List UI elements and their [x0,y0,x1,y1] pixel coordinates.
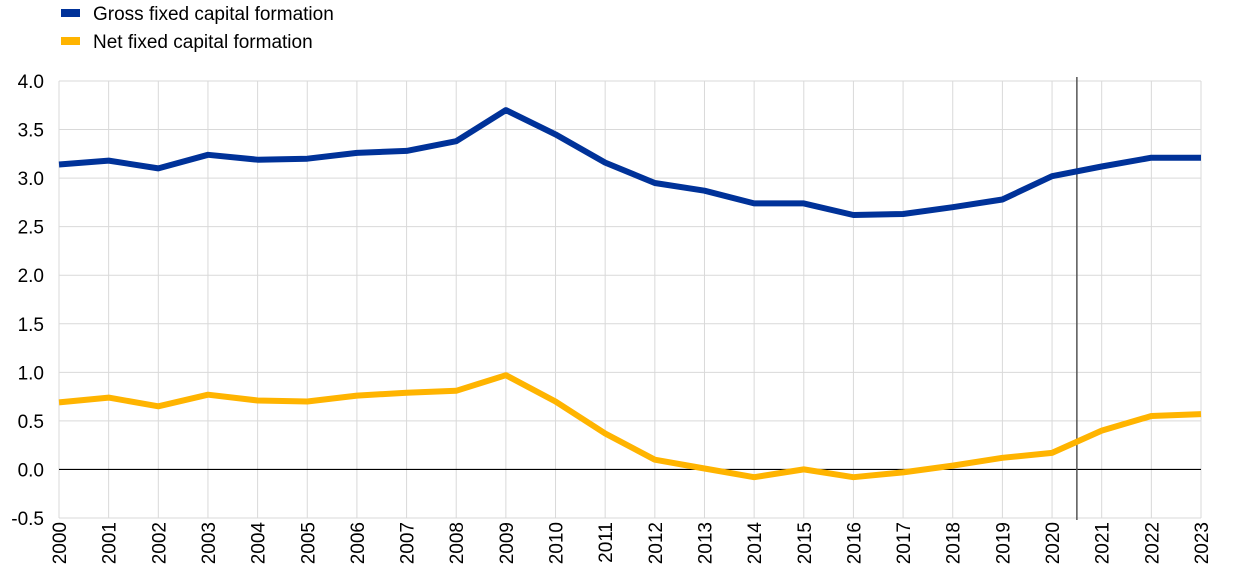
series-line-1 [58,107,1201,218]
x-tick-label: 2023 [1192,522,1213,564]
axes [59,77,1201,520]
y-tick-label: 0.0 [18,460,44,481]
x-tick-label: 2007 [398,522,419,564]
y-tick-label: 2.5 [18,218,44,239]
x-tick-label: 2019 [993,522,1014,564]
x-tick-label: 2009 [497,522,518,564]
x-tick-label: 2017 [894,522,915,564]
x-tick-label: 2020 [1043,522,1064,564]
legend-label-2: Net fixed capital formation [93,32,313,53]
x-tick-label: 2008 [447,522,468,564]
legend-swatch-1 [61,9,80,17]
x-tick-label: 2014 [745,522,766,565]
x-tick-label: 2001 [100,522,121,564]
x-tick-label: 2010 [547,522,568,564]
legend: Gross fixed capital formation Net fixed c… [61,4,334,53]
x-tick-label: 2015 [795,522,816,564]
x-tick-label: 2004 [249,522,270,565]
x-tick-label: 2006 [348,522,369,564]
series-line-2 [58,372,1202,481]
y-tick-label: 3.0 [18,169,44,190]
x-tick-label: 2012 [646,522,667,564]
x-tick-label: 2013 [695,522,716,564]
y-axis-ticks: 4.0 3.5 3.0 2.5 2.0 1.5 1.0 0.5 0.0 -0.5 [11,72,44,530]
x-tick-label: 2018 [944,522,965,564]
y-tick-label: 4.0 [18,72,44,93]
x-tick-label: 2011 [596,522,617,563]
y-tick-label: 1.0 [18,363,44,384]
y-tick-label: 0.5 [18,412,44,433]
y-tick-label: 2.0 [18,266,44,287]
x-tick-label: 2002 [149,522,170,564]
y-tick-label: -0.5 [11,509,44,530]
x-tick-label: 2003 [199,522,220,564]
legend-label-1: Gross fixed capital formation [93,4,334,25]
x-axis-ticks: 2000 2001 2002 2003 2004 2005 2006 2007 2008 2009… [50,522,1213,565]
series-layer [58,107,1202,481]
legend-swatch-2 [61,37,80,45]
x-tick-label: 2000 [50,522,71,564]
y-tick-label: 3.5 [18,121,44,142]
x-tick-label: 2005 [298,522,319,564]
y-tick-label: 1.5 [18,315,44,336]
grid [58,80,1202,519]
x-tick-label: 2021 [1093,522,1114,564]
x-tick-label: 2022 [1142,522,1163,564]
x-tick-label: 2016 [844,522,865,564]
